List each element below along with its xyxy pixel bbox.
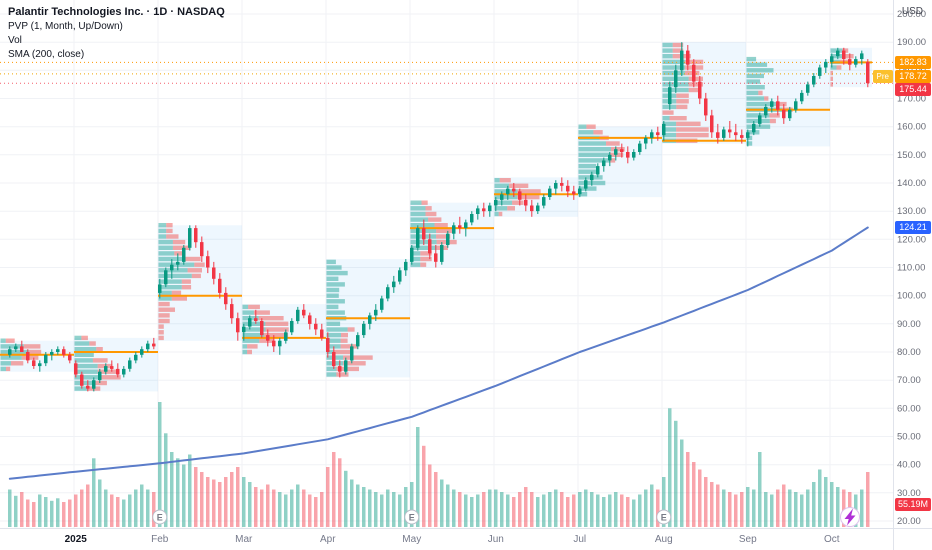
svg-text:190.00: 190.00 bbox=[897, 37, 926, 48]
svg-text:May: May bbox=[402, 534, 421, 545]
svg-text:120.00: 120.00 bbox=[897, 234, 926, 245]
svg-text:200.00: 200.00 bbox=[897, 9, 926, 20]
quick-trade-lightning-icon[interactable] bbox=[840, 507, 860, 527]
svg-text:Jun: Jun bbox=[488, 534, 504, 545]
earnings-marker[interactable]: E bbox=[404, 509, 420, 525]
sma-line[interactable] bbox=[8, 226, 869, 480]
svg-text:2025: 2025 bbox=[65, 534, 88, 545]
svg-text:130.00: 130.00 bbox=[897, 206, 926, 217]
svg-text:E: E bbox=[409, 513, 415, 523]
svg-text:E: E bbox=[157, 513, 163, 523]
svg-text:40.00: 40.00 bbox=[897, 460, 921, 471]
svg-text:Apr: Apr bbox=[320, 534, 336, 545]
poc-price-badge: 182.83 bbox=[895, 55, 931, 69]
time-axis-labels: 2025 Feb Mar Apr May Jun Jul Aug Sep Oct bbox=[65, 534, 840, 545]
pre-price-value: 178.72 bbox=[895, 69, 931, 83]
indicator-sma[interactable]: SMA (200, close) bbox=[8, 49, 85, 60]
svg-text:90.00: 90.00 bbox=[897, 319, 921, 330]
svg-text:Aug: Aug bbox=[655, 534, 673, 545]
pre-tag: Pre bbox=[872, 69, 893, 83]
svg-text:100.00: 100.00 bbox=[897, 291, 926, 302]
svg-text:70.00: 70.00 bbox=[897, 375, 921, 386]
svg-text:150.00: 150.00 bbox=[897, 150, 926, 161]
svg-text:Mar: Mar bbox=[235, 534, 253, 545]
symbol-title[interactable]: Palantir Technologies Inc. · 1D · NASDAQ bbox=[8, 6, 225, 18]
svg-text:Feb: Feb bbox=[151, 534, 169, 545]
price-level-lines bbox=[0, 61, 893, 84]
volume-profile-layer bbox=[0, 42, 872, 392]
premarket-price-badge: Pre 178.72 bbox=[872, 69, 931, 83]
candles-layer bbox=[8, 42, 870, 392]
last-price-badge: 175.44 bbox=[895, 83, 931, 97]
volume-bars-layer bbox=[8, 402, 870, 528]
svg-text:Jul: Jul bbox=[573, 534, 586, 545]
earnings-marker[interactable]: E bbox=[656, 509, 672, 525]
svg-text:80.00: 80.00 bbox=[897, 347, 921, 358]
sma-value-badge: 124.21 bbox=[895, 221, 931, 234]
volume-badge: 55.19M bbox=[895, 498, 931, 511]
svg-text:110.00: 110.00 bbox=[897, 263, 925, 274]
svg-text:170.00: 170.00 bbox=[897, 94, 926, 105]
svg-text:E: E bbox=[661, 513, 667, 523]
svg-text:30.00: 30.00 bbox=[897, 488, 921, 499]
earnings-marker[interactable]: E bbox=[152, 509, 168, 525]
svg-text:Sep: Sep bbox=[739, 534, 757, 545]
svg-text:140.00: 140.00 bbox=[897, 178, 926, 189]
legend: Palantir Technologies Inc. · 1D · NASDAQ… bbox=[8, 5, 225, 62]
svg-text:60.00: 60.00 bbox=[897, 403, 921, 414]
indicator-volume[interactable]: Vol bbox=[8, 35, 22, 46]
currency-label[interactable]: USD bbox=[901, 6, 923, 17]
svg-text:160.00: 160.00 bbox=[897, 122, 926, 133]
svg-text:50.00: 50.00 bbox=[897, 432, 921, 443]
indicator-pvp[interactable]: PVP (1, Month, Up/Down) bbox=[8, 21, 123, 32]
svg-text:Oct: Oct bbox=[824, 534, 840, 545]
svg-text:20.00: 20.00 bbox=[897, 516, 921, 527]
